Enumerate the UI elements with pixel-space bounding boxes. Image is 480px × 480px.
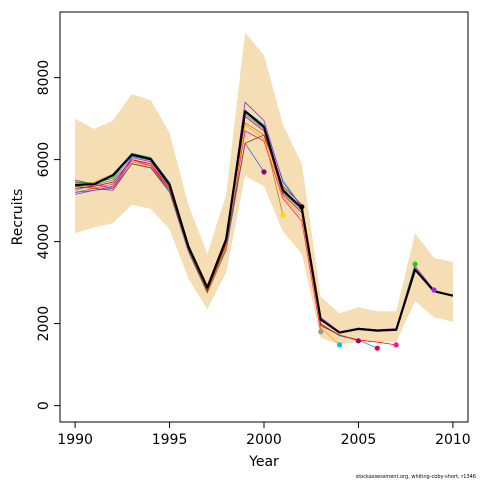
x-tick-label: 2000 [246,432,282,448]
y-tick-label: 8000 [36,60,52,96]
confidence-band [75,32,453,345]
retro-series-line-10 [75,142,265,294]
y-tick-label: 6000 [36,142,52,178]
y-tick-label: 0 [36,401,52,410]
end-point-2005 [355,338,361,344]
x-tick-label: 2005 [341,432,377,448]
y-axis-title: Recruits [10,189,26,246]
end-point-2003 [318,329,324,335]
end-point-2008 [412,261,418,267]
series-layer [74,101,454,349]
x-axis: 1990 1995 2000 2005 2010 [57,422,471,448]
y-tick-label: 2000 [36,306,52,342]
end-point-2001 [280,212,286,218]
end-point-2006 [374,345,380,351]
end-point-2009 [431,287,437,293]
x-tick-label: 2010 [435,432,471,448]
end-point-2002 [299,204,305,210]
y-tick-label: 4000 [36,224,52,260]
end-point-2007 [393,342,399,348]
x-tick-label: 1995 [152,432,188,448]
end-point-2004 [337,342,343,348]
confidence-band-layer [75,32,453,345]
footnote: stockassessment.org, whiting-coby-short,… [356,474,476,480]
main-series-line [75,110,454,334]
end-point-2000 [261,169,267,175]
end-points-layer [261,169,437,351]
x-tick-label: 1990 [57,432,93,448]
y-axis: 0 2000 4000 6000 8000 [36,60,60,410]
x-axis-title: Year [248,454,279,470]
